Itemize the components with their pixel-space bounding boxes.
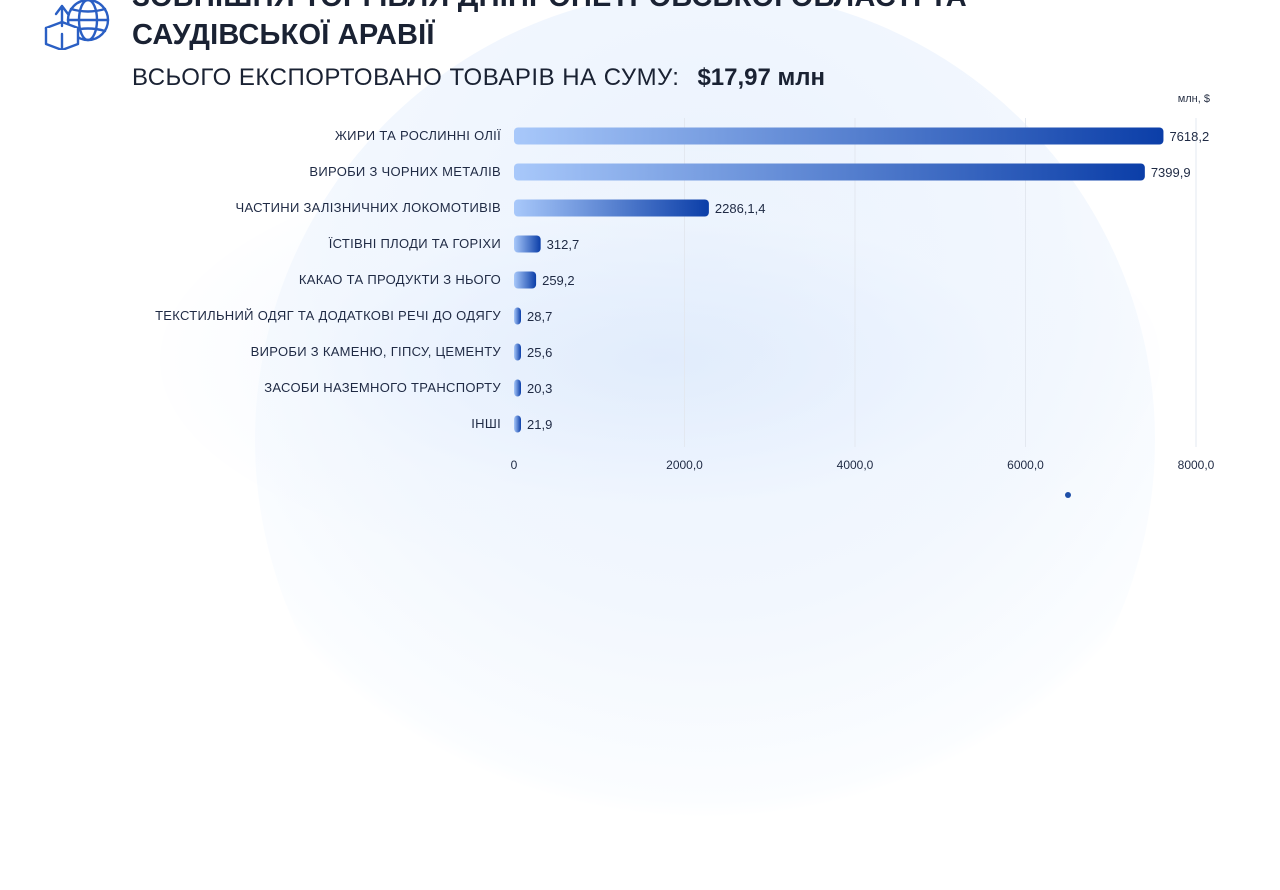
bar bbox=[514, 415, 521, 433]
category-label: ВИРОБИ З КАМЕНЮ, ГІПСУ, ЦЕМЕНТУ bbox=[251, 344, 502, 359]
page-title: ЗОВНІШНЯ ТОРГІВЛЯ ДНІПРОПЕТРОВСЬКОЇ ОБЛА… bbox=[132, 0, 967, 54]
title-line-1: ЗОВНІШНЯ ТОРГІВЛЯ ДНІПРОПЕТРОВСЬКОЇ ОБЛА… bbox=[132, 0, 967, 13]
bar bbox=[514, 307, 521, 325]
category-label: ЖИРИ ТА РОСЛИННІ ОЛІЇ bbox=[335, 128, 501, 143]
data-label: 2286,1,4 bbox=[715, 201, 766, 216]
data-label: 21,9 bbox=[527, 417, 552, 432]
bar bbox=[514, 343, 521, 361]
category-label: КАКАО ТА ПРОДУКТИ З НЬОГО bbox=[299, 272, 501, 287]
export-bar-chart: 0 2000,0 4000,0 6000,0 8000,0 ЖИРИ ТА РОСЛИНН… bbox=[155, 118, 1215, 472]
category-label: ЧАСТИНИ ЗАЛІЗНИЧНИХ ЛОКОМОТИВІВ bbox=[235, 200, 501, 215]
data-label: 259,2 bbox=[542, 273, 575, 288]
globe-box-upload-icon bbox=[44, 0, 110, 50]
pager-dot[interactable] bbox=[1065, 492, 1071, 498]
category-label: ВИРОБИ З ЧОРНИХ МЕТАЛІВ bbox=[309, 164, 501, 179]
bar bbox=[514, 235, 541, 253]
x-tick-label: 0 bbox=[511, 458, 518, 472]
bar bbox=[514, 199, 709, 217]
data-label: 7618,2 bbox=[1169, 129, 1209, 144]
export-total-value: $17,97 млн bbox=[697, 64, 826, 91]
data-label: 312,7 bbox=[547, 237, 580, 252]
category-label: ІНШІ bbox=[471, 416, 501, 431]
category-label: ЗАСОБИ НАЗЕМНОГО ТРАНСПОРТУ bbox=[264, 380, 501, 395]
category-label: ЇСТІВНІ ПЛОДИ ТА ГОРІХИ bbox=[329, 236, 501, 251]
data-label: 28,7 bbox=[527, 309, 552, 324]
bar bbox=[514, 379, 521, 397]
export-total-label: ВСЬОГО ЕКСПОРТОВАНО ТОВАРІВ НА СУМУ: bbox=[132, 64, 680, 91]
bar bbox=[514, 127, 1164, 145]
unit-label: млн, $ bbox=[1177, 93, 1210, 105]
export-total-row: ВСЬОГО ЕКСПОРТОВАНО ТОВАРІВ НА СУМУ: $17… bbox=[132, 64, 825, 92]
title-line-2: САУДІВСЬКОЇ АРАВІЇ bbox=[132, 19, 435, 51]
category-label: ТЕКСТИЛЬНИЙ ОДЯГ ТА ДОДАТКОВІ РЕЧІ ДО ОД… bbox=[155, 308, 501, 323]
x-tick-label: 6000,0 bbox=[1007, 458, 1044, 472]
x-tick-label: 2000,0 bbox=[666, 458, 703, 472]
data-label: 25,6 bbox=[527, 345, 552, 360]
x-tick-label: 4000,0 bbox=[837, 458, 874, 472]
bar bbox=[514, 271, 537, 289]
x-tick-label: 8000,0 bbox=[1178, 458, 1215, 472]
bar bbox=[514, 163, 1145, 181]
data-label: 7399,9 bbox=[1151, 165, 1191, 180]
data-label: 20,3 bbox=[527, 381, 552, 396]
